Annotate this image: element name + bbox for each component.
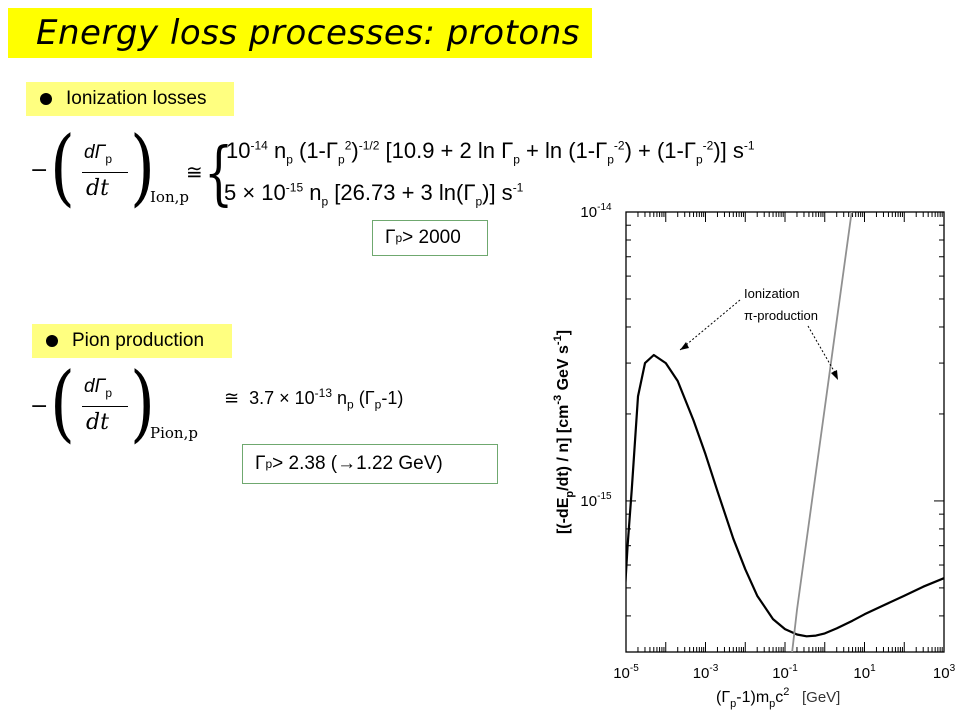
arrow-head-icon [680, 342, 689, 350]
annotation-arrow [679, 299, 741, 351]
y-axis-label: [(-dEp/dt) / n] [cm-3 GeV s-1] [552, 330, 576, 534]
lhs-denominator: dt [86, 410, 109, 435]
x-tick-label: 10-1 [772, 663, 798, 682]
minus-sign: − [30, 158, 49, 183]
plot-frame [625, 211, 945, 653]
series-group [626, 212, 944, 652]
right-arrow-icon: → [337, 453, 357, 474]
approx-symbol: ≅ [186, 162, 203, 184]
title-banner [8, 8, 592, 58]
ionization-lhs: − ( dΓp dt ) Ion,p [30, 119, 200, 218]
bullet-icon [46, 335, 58, 347]
lhs-numerator: dΓp [84, 142, 113, 166]
ionization-heading: Ionization losses [26, 82, 234, 116]
right-paren: ) [130, 355, 155, 453]
x-tick-label: 103 [933, 663, 956, 682]
brace-icon: { [204, 132, 234, 213]
annotation-ionization: Ionization [744, 286, 800, 301]
lhs-numerator: dΓp [84, 376, 113, 400]
y-tick-label: 10-15 [580, 491, 612, 510]
lhs-subscript: Ion,p [150, 188, 189, 206]
x-axis-unit: [GeV] [802, 689, 840, 706]
fraction-bar [82, 406, 128, 407]
ionization-formula-line2: 5 × 10-15 np [26.73 + 3 ln(Γp)] s-1 [224, 180, 524, 209]
pion-production-curve [791, 212, 853, 652]
ionization-heading-text: Ionization losses [66, 88, 207, 109]
arrow-head-icon [831, 370, 838, 380]
page-title: Energy loss processes: protons [36, 13, 580, 53]
annotation-arrow [807, 325, 839, 379]
energy-loss-chart: 10-5 10-3 10-1 101 103 10-14 10-15[(-dEp/dt) /… [552, 202, 956, 710]
left-paren: ( [50, 355, 75, 453]
right-paren: ) [130, 119, 155, 217]
annotation-pion: π-production [744, 308, 818, 323]
left-paren: ( [50, 119, 75, 217]
x-tick-label: 101 [853, 663, 876, 682]
y-tick-label: 10-14 [580, 202, 612, 221]
ionization-formula-line1: 10-14 np (1-Γp2)-1/2 [10.9 + 2 ln Γp + l… [226, 138, 755, 167]
lhs-subscript: Pion,p [150, 424, 198, 442]
bullet-icon [40, 93, 52, 105]
x-tick-label: 10-5 [613, 663, 639, 682]
pion-heading: Pion production [32, 324, 232, 358]
pion-heading-text: Pion production [72, 330, 205, 351]
lhs-denominator: dt [86, 176, 109, 201]
fraction-bar [82, 172, 128, 173]
pion-lhs: − ( dΓp dt ) Pion,p [30, 355, 220, 454]
x-axis-label: (Γp-1)mpc2 [716, 686, 789, 710]
pion-formula: ≅ 3.7 × 10-13 np (Γp-1) [224, 386, 404, 412]
ionization-curve [626, 353, 944, 638]
minus-sign: − [30, 394, 49, 419]
x-tick-label: 10-3 [693, 663, 719, 682]
